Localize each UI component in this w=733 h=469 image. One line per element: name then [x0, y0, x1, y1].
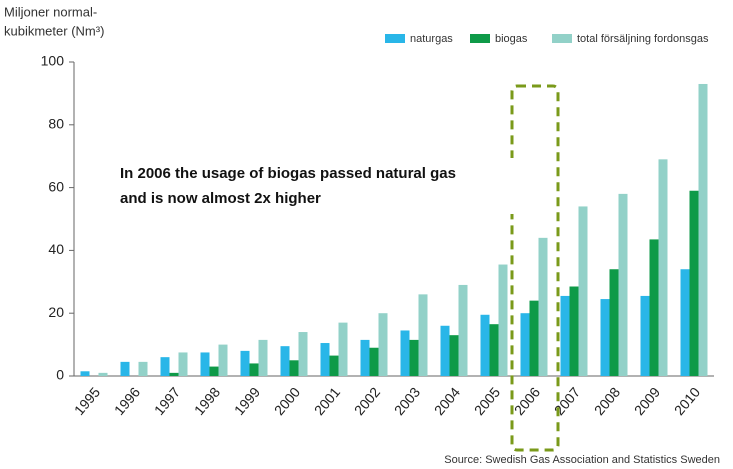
x-tick-label: 2004: [431, 384, 463, 418]
x-tick-label: 2006: [511, 384, 543, 418]
x-tick-label: 2009: [631, 384, 663, 418]
y-tick-label: 40: [48, 241, 64, 257]
bar: [449, 335, 459, 376]
legend-swatch: [470, 34, 490, 43]
bar: [98, 372, 108, 376]
bar: [418, 294, 428, 376]
note-bg: [112, 158, 532, 214]
bar: [209, 366, 219, 376]
x-tick-label: 1995: [71, 384, 103, 418]
bar: [120, 361, 130, 376]
annotation: In 2006 the usage of biogas passed natur…: [120, 165, 456, 182]
bar: [138, 361, 148, 376]
bar: [280, 346, 290, 376]
bar: [178, 352, 188, 376]
bar: [480, 314, 490, 376]
bar: [578, 206, 588, 376]
bar: [658, 159, 668, 376]
bar: [698, 83, 708, 376]
bar: [338, 322, 348, 376]
bar: [600, 299, 610, 376]
bar: [498, 264, 508, 376]
bar: [160, 357, 170, 376]
y-tick-label: 20: [48, 304, 64, 320]
legend-swatch: [552, 34, 572, 43]
x-tick-label: 2007: [551, 384, 583, 418]
legend-label: naturgas: [410, 33, 453, 45]
x-tick-label: 1999: [231, 384, 263, 418]
x-tick-label: 2001: [311, 384, 343, 418]
bar: [649, 239, 659, 376]
bar: [458, 284, 468, 376]
x-tick-label: 2000: [271, 384, 303, 418]
x-tick-label: 2005: [471, 384, 503, 418]
bar: [218, 344, 228, 376]
bar: [329, 355, 339, 376]
x-tick-label: 2002: [351, 384, 383, 418]
bar: [200, 352, 210, 376]
y-axis-label: Miljoner normal-: [4, 4, 97, 19]
bar: [169, 372, 179, 376]
bar: [240, 350, 250, 376]
bar: [360, 339, 370, 376]
bar: [520, 313, 530, 376]
bar: [80, 371, 90, 376]
legend-label: total försäljning fordonsgas: [577, 33, 709, 45]
bar: [538, 237, 548, 376]
bar: [258, 339, 268, 376]
x-tick-label: 2008: [591, 384, 623, 418]
bar: [409, 339, 419, 376]
x-tick-label: 2003: [391, 384, 423, 418]
bar: [249, 363, 259, 376]
y-tick-label: 0: [56, 367, 64, 383]
bar: [640, 295, 650, 376]
legend-swatch: [385, 34, 405, 43]
legend-label: biogas: [495, 33, 528, 45]
highlight-box: [510, 84, 560, 452]
y-axis-label: kubikmeter (Nm³): [4, 23, 104, 38]
bar: [320, 343, 330, 376]
bar: [569, 286, 579, 376]
bar: [400, 330, 410, 376]
bar: [289, 360, 299, 376]
annotation: and is now almost 2x higher: [120, 190, 321, 207]
bar: [489, 324, 499, 376]
y-tick-label: 100: [41, 53, 65, 69]
source: Source: Swedish Gas Association and Stat…: [444, 454, 720, 466]
bar: [689, 190, 699, 376]
bar: [680, 269, 690, 376]
y-tick-label: 80: [48, 116, 64, 132]
bar: [440, 325, 450, 376]
bar: [529, 300, 539, 376]
bar: [298, 332, 308, 376]
bar: [609, 269, 619, 376]
y-tick-label: 60: [48, 178, 64, 194]
x-tick-label: 1996: [111, 384, 143, 418]
x-tick-label: 1997: [151, 384, 183, 418]
bar: [378, 313, 388, 376]
bar: [369, 347, 379, 376]
bar: [618, 193, 628, 376]
x-tick-label: 2010: [671, 384, 703, 418]
x-tick-label: 1998: [191, 384, 223, 418]
bar: [560, 295, 570, 376]
